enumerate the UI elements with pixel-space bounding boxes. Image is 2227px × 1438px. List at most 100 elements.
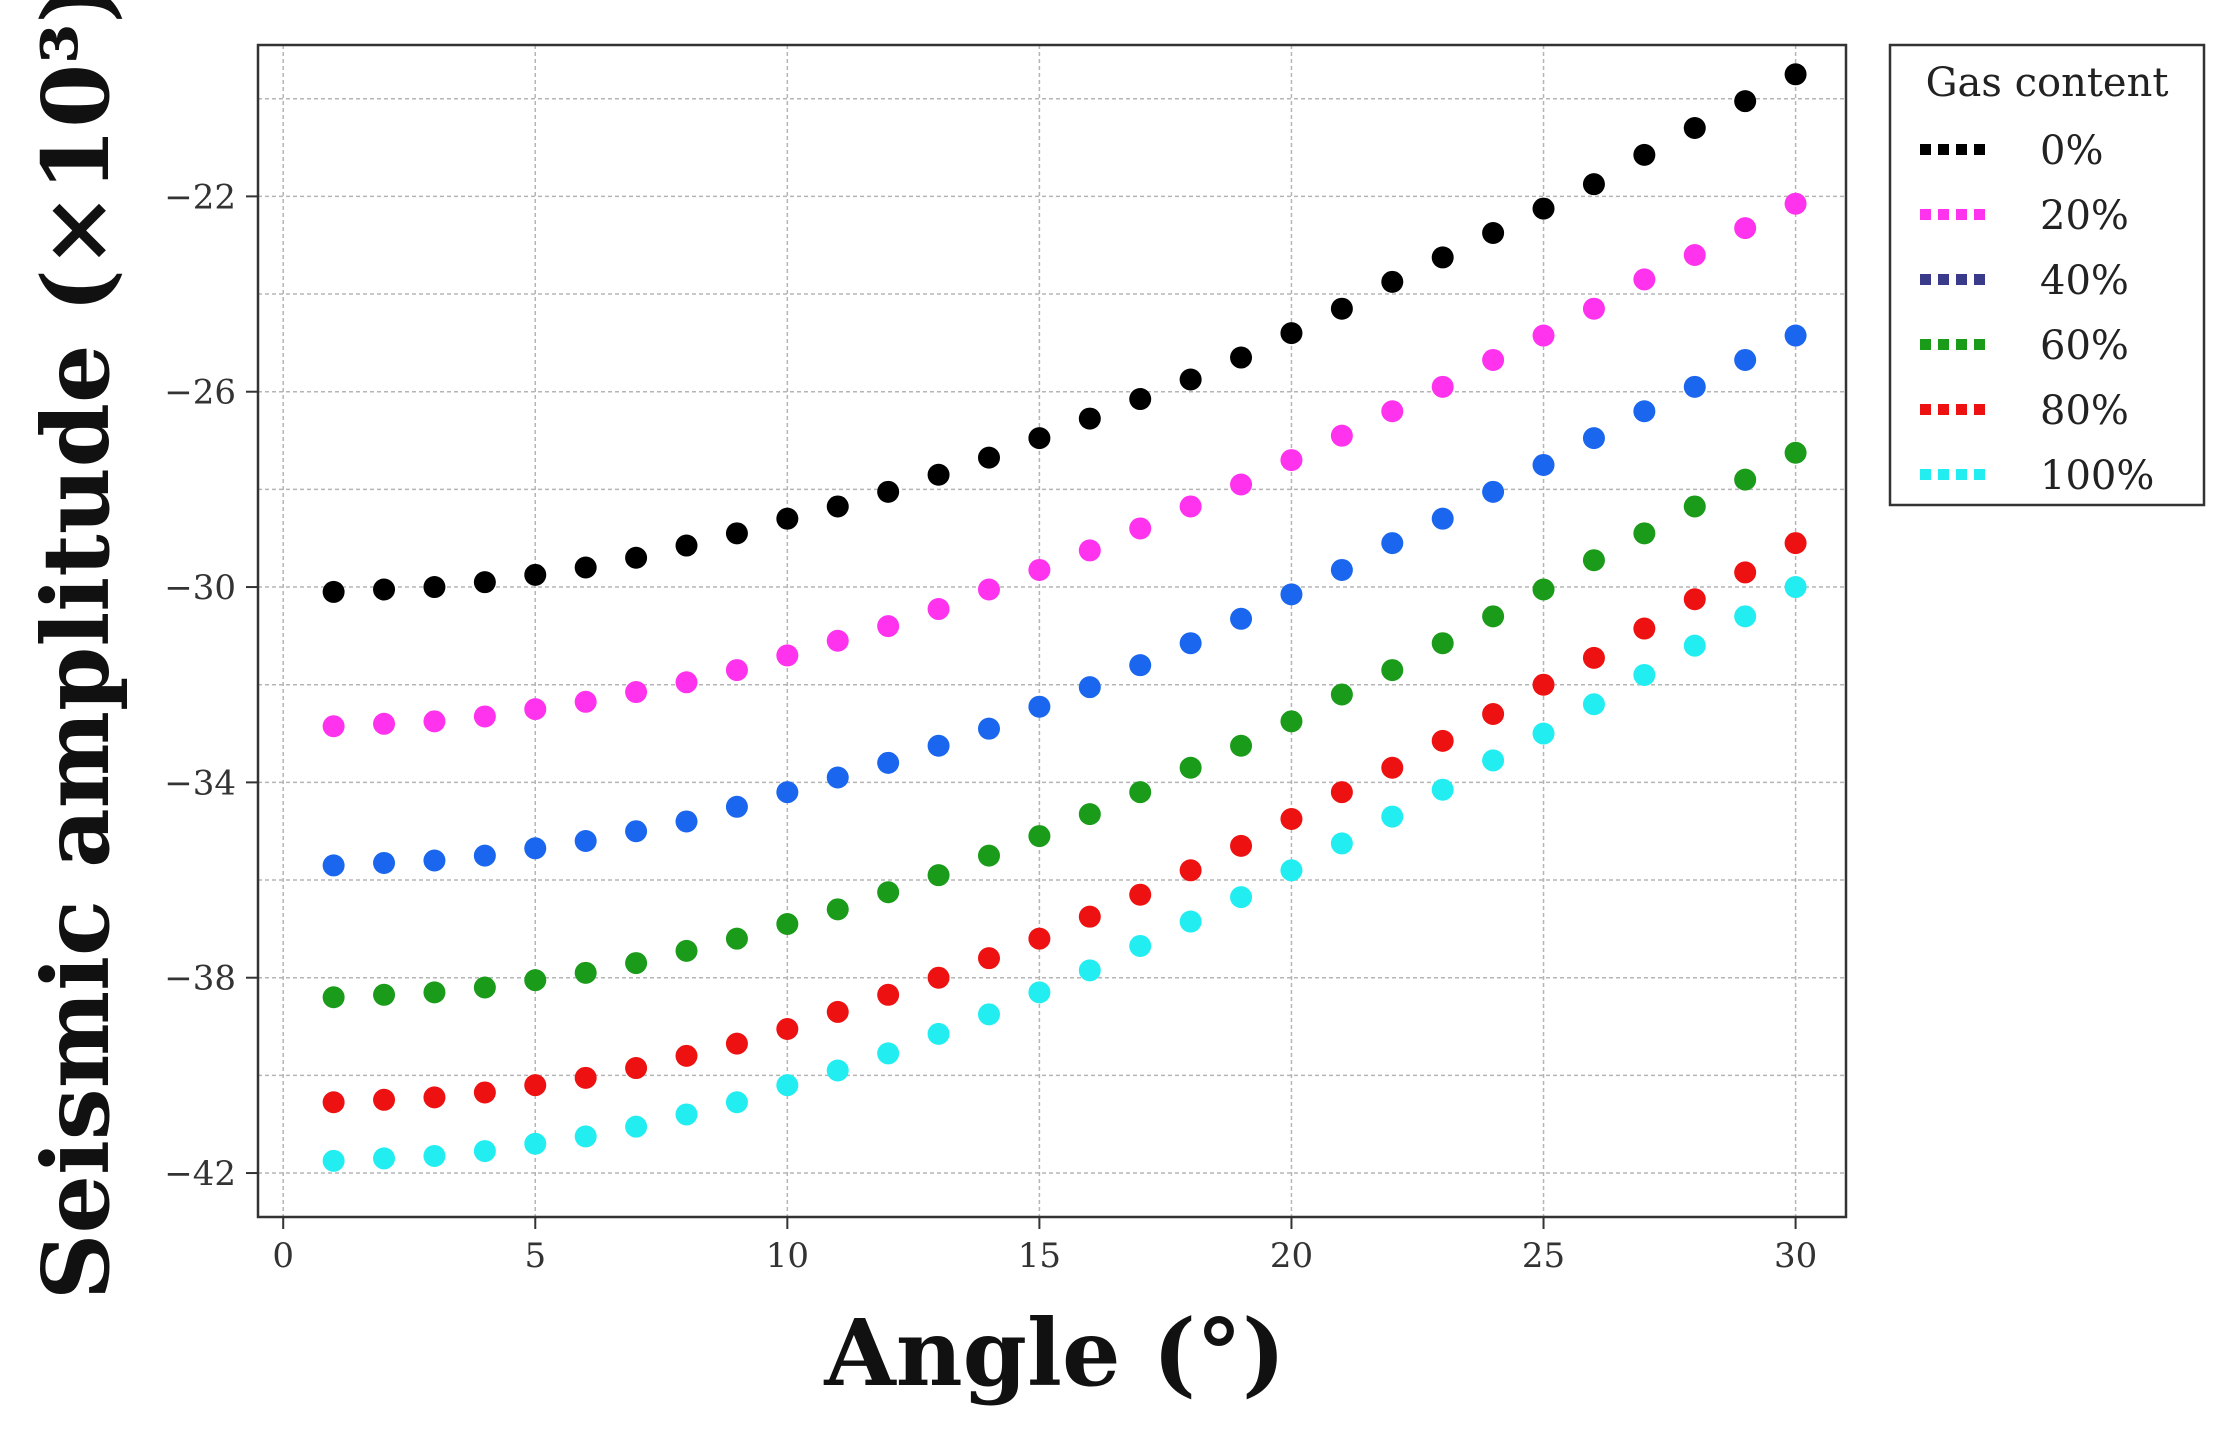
data-point bbox=[1381, 659, 1404, 682]
data-point bbox=[1230, 886, 1253, 909]
data-point bbox=[1280, 859, 1303, 882]
data-point bbox=[1028, 695, 1051, 718]
data-point bbox=[423, 1086, 446, 1109]
data-point bbox=[1482, 222, 1505, 245]
legend-label: 40% bbox=[2040, 258, 2129, 304]
data-point bbox=[1633, 143, 1656, 166]
data-point bbox=[725, 522, 748, 545]
data-point bbox=[826, 1000, 849, 1023]
data-point bbox=[524, 698, 547, 721]
legend-swatch bbox=[1956, 404, 1967, 415]
legend-swatch bbox=[1920, 144, 1931, 155]
data-point bbox=[1482, 605, 1505, 628]
data-point bbox=[423, 981, 446, 1004]
series-0 bbox=[322, 63, 1807, 603]
data-point bbox=[1683, 375, 1706, 398]
legend-swatch bbox=[1920, 339, 1931, 350]
legend-swatch bbox=[1938, 404, 1949, 415]
data-point bbox=[1230, 607, 1253, 630]
series-4 bbox=[322, 532, 1807, 1114]
data-point bbox=[1129, 883, 1152, 906]
data-point bbox=[776, 644, 799, 667]
data-point bbox=[1683, 495, 1706, 518]
legend-item: 60% bbox=[1920, 323, 2129, 369]
data-point bbox=[776, 1074, 799, 1097]
data-point bbox=[1230, 346, 1253, 369]
plot-area-frame bbox=[256, 43, 1848, 1219]
legend-swatch bbox=[1974, 469, 1985, 480]
data-point bbox=[1784, 192, 1807, 215]
data-point bbox=[675, 671, 698, 694]
data-point bbox=[1129, 934, 1152, 957]
data-point bbox=[877, 480, 900, 503]
data-point bbox=[473, 705, 496, 728]
data-point bbox=[625, 1057, 648, 1080]
data-point bbox=[1582, 173, 1605, 196]
data-point bbox=[625, 952, 648, 975]
data-point bbox=[1683, 634, 1706, 657]
y-tick-label: −34 bbox=[164, 763, 236, 803]
data-point bbox=[1028, 927, 1051, 950]
data-point bbox=[1179, 910, 1202, 933]
legend-label: 80% bbox=[2040, 388, 2129, 434]
y-tick-label: −38 bbox=[164, 959, 236, 999]
data-point bbox=[473, 844, 496, 867]
data-point bbox=[1582, 427, 1605, 450]
data-point bbox=[373, 712, 396, 735]
data-point bbox=[1532, 324, 1555, 347]
data-point bbox=[776, 781, 799, 804]
data-point bbox=[776, 1017, 799, 1040]
series-2 bbox=[322, 324, 1807, 877]
legend-label: 20% bbox=[2040, 193, 2129, 239]
data-point bbox=[1482, 480, 1505, 503]
data-point bbox=[1784, 441, 1807, 464]
data-point bbox=[1078, 905, 1101, 928]
data-point bbox=[1330, 832, 1353, 855]
data-point bbox=[322, 580, 345, 603]
x-axis-label: Angle (°) bbox=[823, 1299, 1285, 1407]
data-points bbox=[322, 63, 1807, 1172]
data-point bbox=[1330, 558, 1353, 581]
legend-swatch bbox=[1974, 404, 1985, 415]
series-3 bbox=[322, 441, 1807, 1009]
data-point bbox=[1683, 588, 1706, 611]
data-point bbox=[1784, 576, 1807, 599]
legend-swatch bbox=[1974, 144, 1985, 155]
data-point bbox=[1633, 663, 1656, 686]
data-point bbox=[1734, 561, 1757, 584]
data-point bbox=[1028, 981, 1051, 1004]
data-point bbox=[977, 1003, 1000, 1026]
data-point bbox=[826, 898, 849, 921]
data-point bbox=[1683, 117, 1706, 140]
data-point bbox=[1280, 808, 1303, 831]
y-tick-label: −26 bbox=[164, 373, 236, 413]
data-point bbox=[725, 1091, 748, 1114]
data-point bbox=[1129, 654, 1152, 677]
data-point bbox=[725, 659, 748, 682]
data-point bbox=[524, 1132, 547, 1155]
data-point bbox=[776, 507, 799, 530]
data-point bbox=[1280, 583, 1303, 606]
legend-label: 100% bbox=[2040, 453, 2154, 499]
data-point bbox=[675, 1103, 698, 1126]
x-tick-label: 20 bbox=[1270, 1236, 1313, 1276]
data-point bbox=[625, 681, 648, 704]
data-point bbox=[322, 986, 345, 1009]
data-point bbox=[725, 927, 748, 950]
data-point bbox=[1431, 507, 1454, 530]
data-point bbox=[1482, 749, 1505, 772]
x-tick-label: 25 bbox=[1522, 1236, 1565, 1276]
data-point bbox=[1280, 449, 1303, 472]
data-point bbox=[1784, 324, 1807, 347]
legend-swatch bbox=[1974, 339, 1985, 350]
data-point bbox=[1582, 549, 1605, 572]
data-point bbox=[1532, 453, 1555, 476]
legend-swatch bbox=[1956, 144, 1967, 155]
legend-item: 80% bbox=[1920, 388, 2129, 434]
data-point bbox=[927, 598, 950, 621]
legend-label: 0% bbox=[2040, 128, 2103, 174]
legend-item: 0% bbox=[1920, 128, 2103, 174]
legend: Gas content 0% 20% 40% 60% 80% 100% bbox=[1888, 43, 2206, 507]
legend-swatch bbox=[1956, 339, 1967, 350]
grid bbox=[258, 45, 1846, 1217]
